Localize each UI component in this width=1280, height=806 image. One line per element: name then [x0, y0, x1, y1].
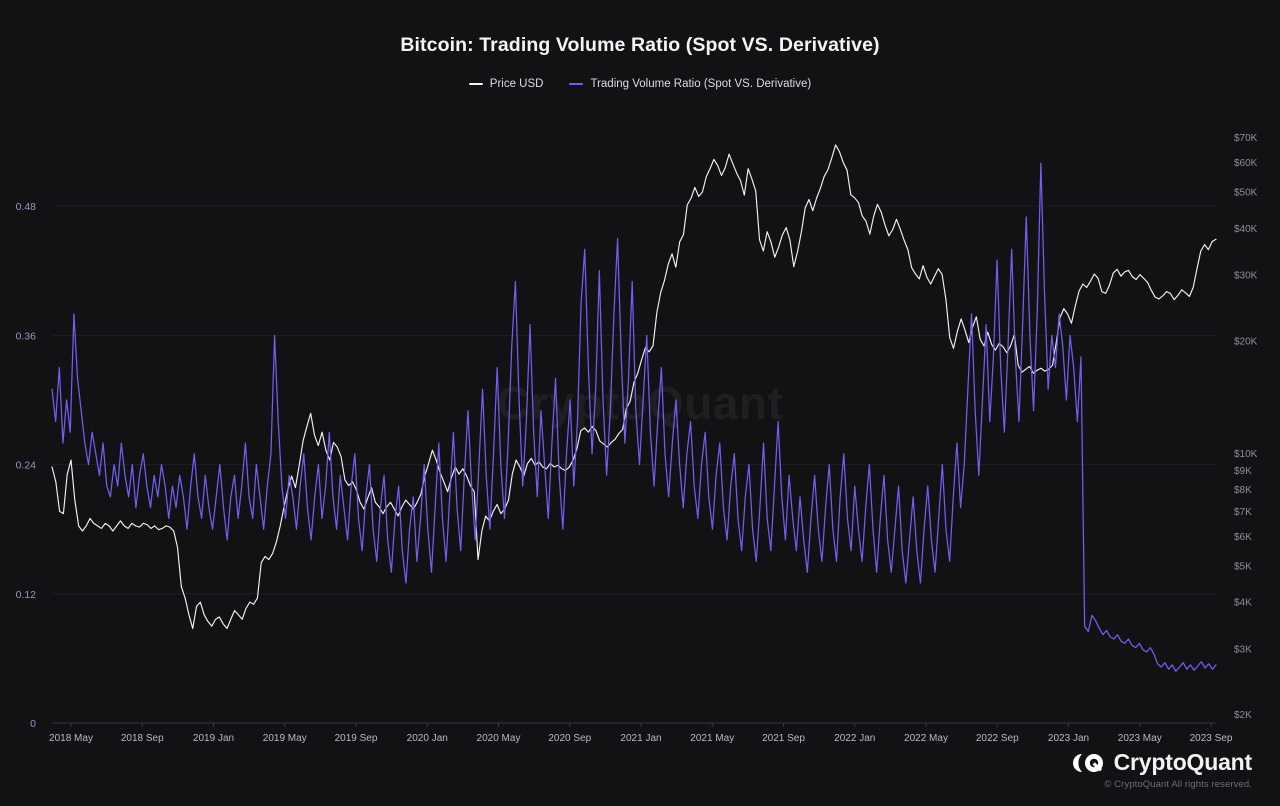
- x-axis-tick-label: 2021 Jan: [620, 733, 661, 744]
- page-title: Bitcoin: Trading Volume Ratio (Spot VS. …: [400, 34, 880, 56]
- y-axis-right-tick-label: $60K: [1234, 158, 1258, 169]
- brand-name: CryptoQuant: [1113, 749, 1253, 775]
- y-axis-right-tick-label: $4K: [1234, 598, 1252, 609]
- legend-swatch-ratio-icon: [569, 83, 584, 85]
- y-axis-left-tick-label: 0.48: [16, 201, 37, 213]
- y-axis-right-tick-label: $8K: [1234, 485, 1252, 496]
- y-axis-right-tick-label: $50K: [1234, 188, 1258, 199]
- x-axis-tick-label: 2022 May: [904, 733, 948, 744]
- y-axis-right-tick-label: $10K: [1234, 449, 1258, 460]
- series-line-price: [51, 144, 1217, 630]
- x-axis-tick-label: 2020 Jan: [407, 733, 448, 744]
- y-axis-left-tick-label: 0.36: [16, 330, 37, 342]
- x-axis-tick-label: 2023 May: [1118, 733, 1162, 744]
- series-line-ratio: [51, 162, 1217, 672]
- footer-branding: CryptoQuant © CryptoQuant All rights res…: [1071, 749, 1252, 790]
- x-axis-tick-label: 2019 Sep: [335, 733, 378, 744]
- legend-swatch-price-icon: [468, 83, 483, 85]
- x-axis-tick-label: 2019 May: [263, 733, 307, 744]
- y-axis-left-tick-label: 0.12: [16, 589, 37, 601]
- legend-label-ratio: Trading Volume Ratio (Spot VS. Derivativ…: [590, 78, 812, 90]
- y-axis-right-tick-label: $20K: [1234, 336, 1258, 347]
- y-axis-right-tick-label: $30K: [1234, 271, 1258, 282]
- x-axis-tick-label: 2022 Jan: [834, 733, 875, 744]
- x-axis-tick-label: 2019 Jan: [193, 733, 234, 744]
- y-axis-right-tick-label: $5K: [1234, 561, 1252, 572]
- x-axis-tick-label: 2021 Sep: [762, 733, 805, 744]
- y-axis-left-tick-label: 0.24: [16, 460, 37, 472]
- y-axis-right-tick-label: $7K: [1234, 507, 1252, 518]
- legend-item-ratio[interactable]: Trading Volume Ratio (Spot VS. Derivativ…: [569, 78, 811, 90]
- x-axis-tick-label: 2018 May: [49, 733, 93, 744]
- y-axis-right-tick-label: $3K: [1234, 644, 1252, 655]
- y-axis-right-tick-label: $40K: [1234, 224, 1258, 235]
- y-axis-right-tick-label: $9K: [1234, 466, 1252, 477]
- x-axis-tick-label: 2020 May: [477, 733, 521, 744]
- cryptoquant-logo-icon: [1072, 753, 1103, 772]
- legend-item-price[interactable]: Price USD: [468, 78, 544, 90]
- x-axis-tick-label: 2023 Sep: [1190, 733, 1233, 744]
- x-axis-tick-label: 2020 Sep: [548, 733, 591, 744]
- brand-row: CryptoQuant: [1071, 749, 1252, 776]
- x-axis-tick-label: 2021 May: [690, 733, 734, 744]
- chart-legend: Price USD Trading Volume Ratio (Spot VS.…: [0, 78, 1280, 90]
- x-axis-tick-label: 2023 Jan: [1048, 733, 1089, 744]
- y-axis-right-tick-label: $70K: [1234, 133, 1258, 144]
- y-axis-right-tick-label: $6K: [1234, 532, 1252, 543]
- y-axis-right-tick-label: $2K: [1234, 710, 1252, 721]
- x-axis-tick-label: 2022 Sep: [976, 733, 1019, 744]
- y-axis-left-tick-label: 0: [30, 718, 36, 730]
- legend-label-price: Price USD: [489, 78, 544, 90]
- x-axis-tick-label: 2018 Sep: [121, 733, 164, 744]
- copyright-text: © CryptoQuant All rights reserved.: [1104, 779, 1252, 790]
